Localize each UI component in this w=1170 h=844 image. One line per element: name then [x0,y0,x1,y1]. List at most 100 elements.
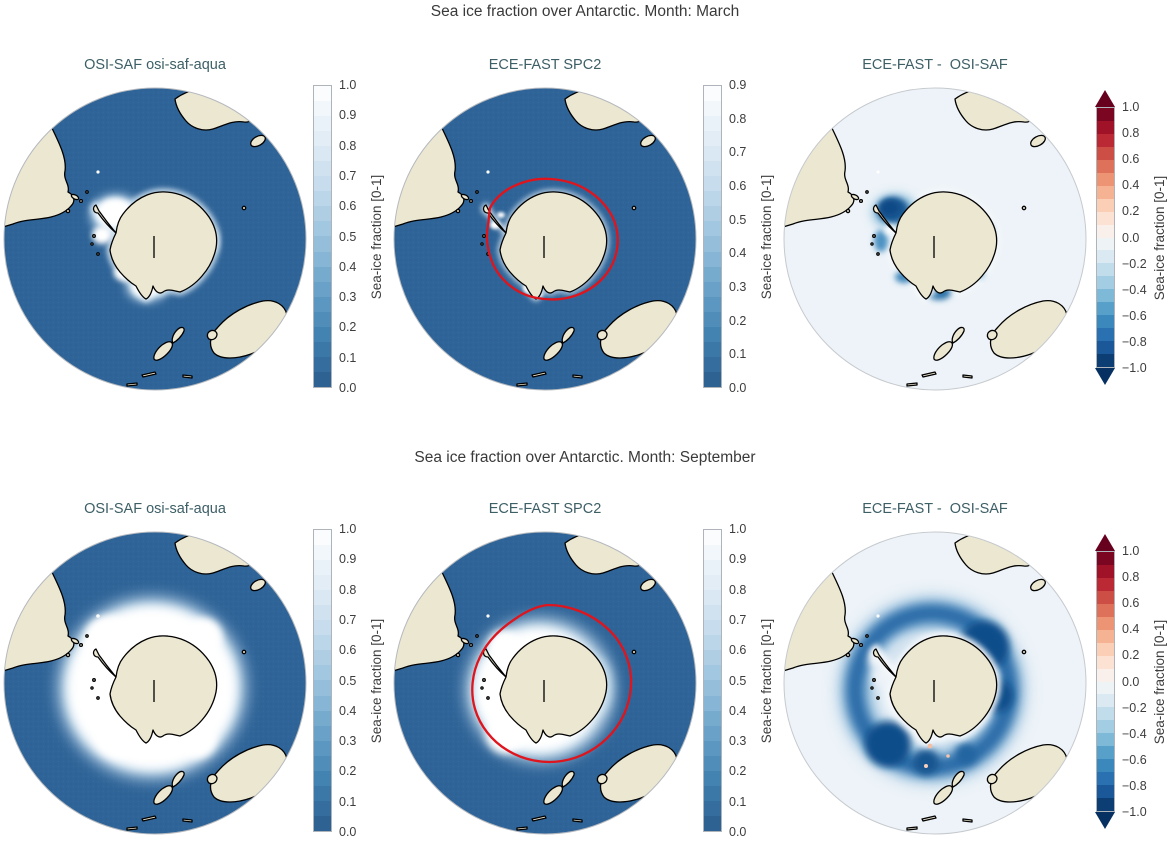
colorbar-tick-label: 0.9 [729,552,747,567]
colorbar-segment [314,755,331,771]
colorbar-tick-label: 0.8 [339,582,357,597]
colorbar-segment [314,281,331,297]
map-september-difference-globe [783,531,1087,835]
colorbar-tick-label: 0.3 [339,290,357,305]
colorbar-segment [1097,328,1114,342]
colorbar-segment [704,785,721,801]
colorbar-segment [1097,616,1114,630]
colorbar-segment [704,680,721,696]
colorbar-segment [1097,211,1114,225]
colorbar-tick-label: 0.2 [729,764,747,779]
colorbar-tick-label: 0.0 [1122,230,1140,245]
colorbar-segment [1097,552,1114,565]
colorbar-gradient [1096,107,1115,368]
colorbar-segment [314,191,331,207]
colorbar-tick-label: 0.0 [1122,674,1140,689]
colorbar-tick-label: 0.4 [1122,178,1140,193]
colorbar-tick-label: 0.7 [729,612,747,627]
colorbar-tick-label: 0.6 [339,199,357,214]
colorbar-segment [314,236,331,252]
colorbar-segment [1097,108,1114,121]
colorbar-march-osisaf: 1.0 0.9 0.8 0.7 0.6 0.5 0.4 0.3 0.2 0.1 0.0 Sea-ic… [313,78,403,395]
colorbar-march-difference: 1.0 0.8 0.6 0.4 0.2 0.0 −0.2 −0.4 −0.6 −0.8 −1.0 S… [1095,90,1170,385]
colorbar-segment [314,101,331,117]
colorbar-tick-label: 1.0 [1122,544,1140,558]
colorbar-tick-label: 0.4 [339,259,357,274]
colorbar-segment [314,131,331,147]
colorbar-tick-label: −0.8 [1122,778,1147,793]
colorbar-gradient [703,85,722,388]
colorbar-tick-label: 0.3 [729,734,747,749]
colorbar-segment [314,590,331,606]
colorbar-segment [704,695,721,711]
colorbar-segment [704,710,721,726]
colorbar-tick-label: −0.8 [1122,334,1147,349]
colorbar-tick-label: 0.1 [339,794,357,809]
colorbar-segment [704,311,721,327]
colorbar-tick-label: 0.1 [729,794,747,809]
colorbar-segment [1097,798,1114,812]
colorbar-september-osisaf: 1.0 0.9 0.8 0.7 0.6 0.5 0.4 0.3 0.2 0.1 0.0 Sea-ic… [313,522,403,839]
colorbar-gradient [703,529,722,832]
colorbar-september-spc2: 1.0 0.9 0.8 0.7 0.6 0.5 0.4 0.3 0.2 0.1 0.0 Sea-ic… [703,522,793,839]
colorbar-tick-label: 1.0 [339,522,357,536]
colorbar-tick-label: 0.6 [729,643,747,658]
colorbar-segment [1097,785,1114,799]
colorbar-axis-label: Sea-ice fraction [0-1] [759,174,774,299]
colorbar-segment [1097,341,1114,355]
colorbar-tick-label: 0.4 [339,703,357,718]
colorbar-tick-label: −0.4 [1122,726,1147,741]
colorbar-tick-label: 0.6 [729,179,747,193]
colorbar-gradient [1096,551,1115,812]
colorbar-segment [704,665,721,681]
colorbar-segment [314,176,331,192]
colorbar-segment [704,236,721,252]
colorbar-segment [1097,315,1114,329]
colorbar-segment [704,131,721,147]
map-march-osisaf-globe [3,87,307,391]
colorbar-tick-label: 0.8 [1122,570,1140,585]
colorbar-segment [704,161,721,177]
colorbar-tick-label: 0.5 [339,229,357,244]
colorbar-segment [1097,263,1114,277]
colorbar-tick-label: −0.6 [1122,308,1147,323]
colorbar-segment [1097,237,1114,251]
colorbar-tick-label: 0.7 [339,612,357,627]
colorbar-segment [704,815,721,831]
colorbar-segment [1097,655,1114,669]
colorbar-tick-label: 0.6 [339,643,357,658]
colorbar-extend-up-arrow [1095,90,1115,107]
colorbar-tick-label: 0.5 [729,212,747,227]
colorbar-segment [314,296,331,312]
colorbar-extend-down-arrow [1095,812,1115,829]
colorbar-segment [704,176,721,192]
map-september-spc2-globe [393,531,697,835]
colorbar-segment [314,605,331,621]
colorbar-segment [1097,720,1114,734]
panel-title-march-spc2: ECE-FAST SPC2 [488,57,602,73]
colorbar-segment [314,266,331,282]
colorbar-tick-label: −1.0 [1122,361,1147,375]
colorbar-segment [704,296,721,312]
colorbar-tick-label: −0.2 [1122,256,1147,271]
colorbar-segment [704,725,721,741]
colorbar-axis-label: Sea-ice fraction [0-1] [1152,619,1167,744]
colorbar-tick-label: 0.9 [339,108,357,123]
colorbar-tick-label: 0.0 [339,381,357,395]
colorbar-segment [1097,276,1114,290]
colorbar-tick-label: 0.8 [729,582,747,597]
colorbar-tick-label: 0.4 [729,246,747,261]
colorbar-segment [704,116,721,132]
colorbar-segment [704,575,721,591]
colorbar-segment [1097,302,1114,316]
colorbar-segment [1097,603,1114,617]
colorbar-segment [1097,577,1114,591]
colorbar-segment [314,635,331,651]
colorbar-segment [314,725,331,741]
colorbar-segment [314,800,331,816]
colorbar-tick-label: 0.2 [1122,204,1140,219]
colorbar-segment [1097,759,1114,773]
colorbar-segment [1097,746,1114,760]
colorbar-segment [704,635,721,651]
